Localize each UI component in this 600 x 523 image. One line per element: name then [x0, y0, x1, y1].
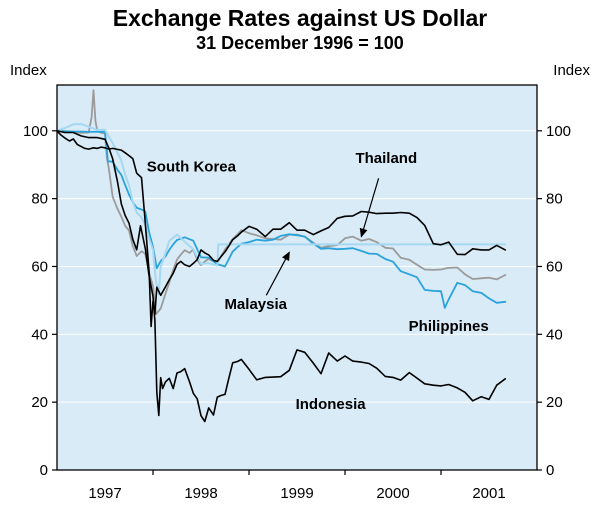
y-tick-label-left-40: 40	[31, 326, 48, 343]
y-tick-label-right-80: 80	[546, 191, 563, 208]
y-tick-label-left-60: 60	[31, 258, 48, 275]
y-axis-label-right: Index	[553, 62, 590, 79]
y-tick-label-left-0: 0	[40, 462, 48, 479]
annotation-label-south-korea: South Korea	[147, 158, 237, 175]
y-tick-label-left-80: 80	[31, 191, 48, 208]
x-tick-label-2001: 2001	[472, 485, 505, 502]
y-tick-label-right-0: 0	[546, 462, 554, 479]
x-tick-label-1998: 1998	[184, 485, 217, 502]
annotation-label-philippines: Philippines	[409, 318, 489, 335]
series-line-malaysia	[56, 123, 507, 296]
y-tick-label-left-100: 100	[23, 123, 48, 140]
series-line-indonesia	[56, 130, 507, 423]
y-tick-label-left-20: 20	[31, 394, 48, 411]
y-axis-label-left: Index	[10, 62, 47, 79]
annotation-label-indonesia: Indonesia	[296, 396, 367, 413]
series-line-south-korea	[56, 130, 507, 328]
x-tick-label-1997: 1997	[88, 485, 121, 502]
annotation-arrow-malaysia	[265, 251, 290, 296]
x-tick-label-2000: 2000	[376, 485, 409, 502]
x-tick-label-1999: 1999	[280, 485, 313, 502]
chart-subtitle: 31 December 1996 = 100	[196, 33, 404, 53]
annotation-label-malaysia: Malaysia	[224, 296, 287, 313]
y-tick-label-right-60: 60	[546, 258, 563, 275]
chart-title: Exchange Rates against US Dollar	[112, 5, 488, 31]
y-tick-label-right-40: 40	[546, 326, 563, 343]
y-tick-label-right-100: 100	[546, 123, 571, 140]
annotation-label-thailand: Thailand	[355, 150, 417, 167]
series-line-philippines	[56, 129, 507, 309]
y-tick-label-right-20: 20	[546, 394, 563, 411]
plot-frame	[56, 84, 538, 471]
plot-background	[57, 85, 537, 470]
annotation-arrow-thailand	[359, 178, 380, 238]
